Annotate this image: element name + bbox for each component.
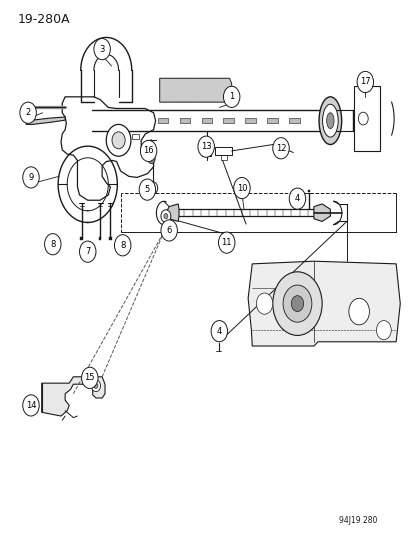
Text: 19-280A: 19-280A [18, 13, 70, 26]
Text: 8: 8 [50, 240, 55, 249]
Circle shape [233, 177, 249, 199]
Text: 4: 4 [216, 327, 221, 336]
Text: 1: 1 [228, 92, 234, 101]
Polygon shape [80, 237, 83, 240]
Text: 14: 14 [26, 401, 36, 410]
Circle shape [211, 320, 227, 342]
Circle shape [289, 188, 305, 209]
Text: 17: 17 [359, 77, 370, 86]
Text: 12: 12 [275, 144, 285, 153]
Circle shape [147, 154, 155, 164]
Text: 15: 15 [84, 373, 95, 382]
Circle shape [291, 296, 303, 312]
Circle shape [164, 214, 168, 219]
Text: 3: 3 [99, 45, 104, 54]
Circle shape [256, 293, 272, 314]
Polygon shape [159, 78, 231, 102]
Polygon shape [245, 118, 255, 123]
Circle shape [356, 71, 373, 93]
Circle shape [150, 185, 155, 191]
Circle shape [140, 140, 157, 161]
Circle shape [106, 124, 131, 156]
Circle shape [139, 179, 155, 200]
Circle shape [161, 210, 171, 222]
Polygon shape [26, 117, 65, 124]
Circle shape [23, 167, 39, 188]
Circle shape [94, 38, 110, 60]
Ellipse shape [318, 97, 341, 144]
Circle shape [272, 138, 289, 159]
Polygon shape [157, 118, 168, 123]
Polygon shape [307, 190, 309, 192]
Circle shape [161, 220, 177, 241]
Circle shape [375, 320, 390, 340]
Circle shape [23, 395, 39, 416]
Polygon shape [223, 118, 233, 123]
Polygon shape [179, 118, 190, 123]
Circle shape [348, 298, 368, 325]
Text: 8: 8 [120, 241, 125, 250]
Circle shape [358, 112, 367, 125]
Circle shape [91, 380, 100, 392]
Polygon shape [201, 118, 211, 123]
Circle shape [94, 383, 98, 389]
Circle shape [20, 102, 36, 123]
Circle shape [79, 241, 96, 262]
Ellipse shape [326, 113, 333, 128]
Circle shape [218, 232, 235, 253]
Polygon shape [166, 204, 178, 221]
Text: 7: 7 [85, 247, 90, 256]
Text: 6: 6 [166, 226, 171, 235]
Circle shape [81, 367, 98, 389]
Circle shape [114, 235, 131, 256]
Polygon shape [42, 377, 105, 416]
Polygon shape [289, 118, 299, 123]
Polygon shape [109, 237, 112, 240]
Text: 16: 16 [143, 147, 154, 156]
Circle shape [197, 136, 214, 157]
Polygon shape [99, 237, 101, 240]
Polygon shape [247, 261, 399, 346]
Polygon shape [313, 204, 330, 221]
Polygon shape [267, 118, 277, 123]
Circle shape [282, 285, 311, 322]
Text: 10: 10 [236, 183, 247, 192]
Text: 13: 13 [200, 142, 211, 151]
Circle shape [45, 233, 61, 255]
Text: 4: 4 [294, 194, 299, 203]
Text: 11: 11 [221, 238, 231, 247]
Circle shape [223, 86, 239, 108]
Text: 2: 2 [26, 108, 31, 117]
Circle shape [112, 132, 125, 149]
Text: 94J19 280: 94J19 280 [338, 516, 376, 525]
Ellipse shape [322, 104, 337, 137]
Text: 9: 9 [28, 173, 33, 182]
Circle shape [147, 182, 157, 195]
Text: 5: 5 [145, 185, 150, 194]
Circle shape [272, 272, 321, 335]
